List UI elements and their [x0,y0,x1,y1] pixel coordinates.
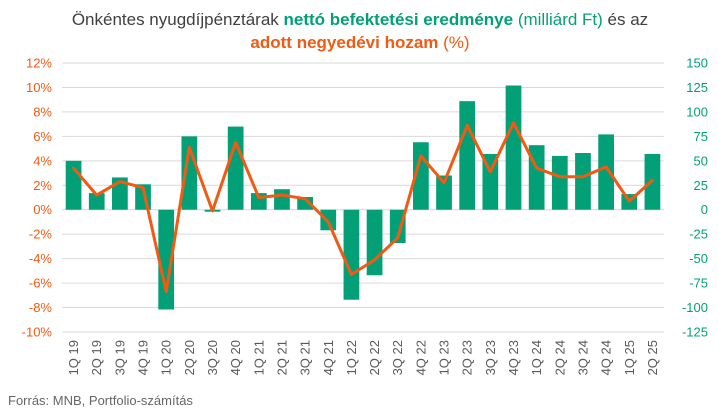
left-axis-tick-label: 8% [33,104,52,119]
x-axis-tick-label: 2Q 24 [552,340,567,375]
left-axis-tick-label: 12% [26,56,52,71]
x-axis-tick-label: 4Q 19 [136,340,151,375]
left-axis-tick-label: -10% [22,325,53,340]
title-part-1: Önkéntes nyugdíjpénztárak [71,10,284,29]
bar [366,209,383,276]
left-axis-tick-label: 2% [33,178,52,193]
x-axis-tick-label: 1Q 23 [437,340,452,375]
x-axis-tick-label: 3Q 22 [390,340,405,375]
right-axis-tick-label: -50 [689,251,708,266]
right-axis-tick-label: 25 [694,178,708,193]
bar [158,209,175,310]
left-axis-tick-label: -4% [29,251,53,266]
title-part-2: nettó befektetési eredménye [283,10,514,29]
bar [389,209,406,243]
x-axis-tick-label: 2Q 23 [460,340,475,375]
x-axis-tick-label: 3Q 24 [575,340,590,375]
x-axis-tick-label: 2Q 25 [645,340,660,375]
x-axis-tick-label: 1Q 20 [159,340,174,375]
bar [227,126,244,210]
x-axis-tick-label: 1Q 22 [344,340,359,375]
bar [459,101,476,210]
chart-canvas: -10% -8% -6% -4% -2% 0% 2% 4% 6% 8% 10% 12% -125 -100… [22,56,708,376]
right-axis-tick-label: 125 [686,80,708,95]
bar [482,153,499,210]
x-axis-tick-label: 1Q 24 [529,340,544,375]
x-axis-tick-label: 1Q 19 [66,340,81,375]
x-axis-tick-label: 3Q 20 [205,340,220,375]
bar [274,189,290,210]
right-axis-tick-label: 50 [694,153,708,168]
x-axis-tick-label: 3Q 19 [112,340,127,375]
left-axis-tick-label: -6% [29,276,53,291]
bar [575,152,591,210]
right-axis-tick-label: 100 [686,104,708,119]
x-axis-tick-label: 4Q 20 [228,340,243,375]
x-axis-tick-label: 2Q 22 [367,340,382,375]
right-axis-tick-label: 75 [694,129,708,144]
chart-title: Önkéntes nyugdíjpénztárak nettó befektet… [60,8,660,54]
source-note: Forrás: MNB, Portfolio-számítás [8,393,193,408]
left-axis-tick-label: 4% [33,153,52,168]
title-part-5: adott negyedévi hozam [250,33,439,52]
x-axis-tick-label: 1Q 21 [251,340,266,375]
right-axis-tick-label: -100 [682,300,708,315]
left-axis-tick-label: 0% [33,202,52,217]
left-axis-tick-label: 6% [33,129,52,144]
title-part-6: (%) [438,33,470,52]
bar [343,209,360,300]
x-axis-tick-label: 4Q 22 [413,340,428,375]
bar [551,155,568,210]
right-axis-tick-label: -75 [689,276,708,291]
x-axis-tick-label: 2Q 19 [89,340,104,375]
x-axis-tick-label: 2Q 21 [274,340,289,375]
bar [88,193,105,210]
bar [598,134,614,210]
x-axis-tick-label: 4Q 23 [506,340,521,375]
right-axis-tick-label: 0 [701,202,708,217]
bar [297,197,313,210]
left-axis-tick-label: -2% [29,227,53,242]
x-axis-tick-label: 4Q 24 [599,340,614,375]
right-axis-tick-label: -125 [682,325,708,340]
title-part-4: és az [602,10,649,29]
title-part-3: (milliárd Ft) [513,10,603,29]
series-line [72,121,654,294]
bar [505,85,522,210]
left-axis-tick-label: -8% [29,300,53,315]
right-axis-tick-label: 150 [686,56,708,71]
x-axis-tick-label: 3Q 21 [298,340,313,375]
x-axis-tick-label: 4Q 21 [321,340,336,375]
bar [436,175,452,210]
x-axis-tick-label: 2Q 20 [182,340,197,375]
right-axis-tick-label: -25 [689,227,708,242]
x-axis-tick-label: 3Q 23 [483,340,498,375]
left-axis-tick-label: 10% [26,80,52,95]
x-axis-tick-label: 1Q 25 [622,340,637,375]
